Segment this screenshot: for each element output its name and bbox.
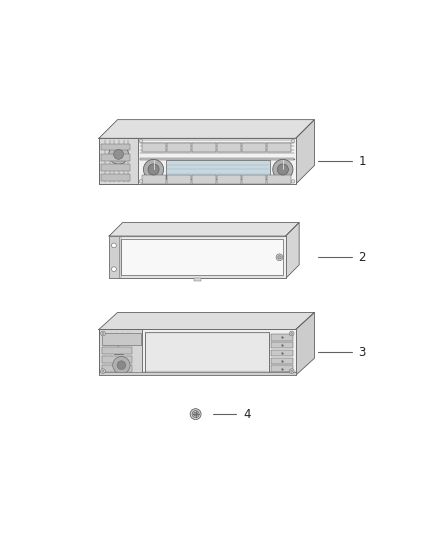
Circle shape — [194, 412, 198, 416]
Circle shape — [112, 267, 117, 271]
Circle shape — [101, 369, 105, 374]
Circle shape — [102, 370, 104, 372]
Bar — [271, 358, 293, 364]
Circle shape — [277, 164, 288, 175]
Bar — [271, 366, 293, 372]
Bar — [271, 350, 293, 356]
Circle shape — [276, 254, 283, 261]
Bar — [167, 175, 191, 184]
Bar — [192, 175, 216, 184]
Polygon shape — [296, 312, 314, 375]
Polygon shape — [99, 119, 314, 138]
Bar — [102, 347, 132, 353]
Bar — [99, 329, 142, 375]
Bar — [102, 356, 132, 362]
Circle shape — [109, 144, 128, 164]
Bar — [121, 239, 283, 275]
Circle shape — [278, 256, 281, 259]
Circle shape — [117, 361, 126, 369]
Bar — [242, 143, 266, 151]
Text: 1: 1 — [359, 155, 366, 168]
Bar — [267, 175, 291, 184]
Bar — [141, 175, 166, 184]
Polygon shape — [114, 346, 123, 353]
Text: 3: 3 — [359, 346, 366, 359]
Bar — [101, 174, 131, 181]
Bar — [99, 329, 296, 375]
Circle shape — [290, 369, 294, 374]
Polygon shape — [296, 119, 314, 184]
Bar — [99, 372, 296, 375]
Circle shape — [113, 149, 124, 159]
Bar — [167, 143, 191, 151]
Bar — [242, 175, 266, 184]
Bar — [101, 143, 131, 150]
Polygon shape — [286, 222, 299, 279]
Circle shape — [291, 180, 295, 183]
Bar — [101, 154, 131, 160]
Circle shape — [192, 410, 199, 418]
Circle shape — [112, 243, 117, 248]
Circle shape — [144, 159, 164, 180]
Text: 4: 4 — [243, 408, 251, 421]
Circle shape — [291, 370, 293, 372]
Circle shape — [273, 159, 293, 180]
Bar — [102, 366, 132, 372]
Bar — [145, 332, 269, 373]
Polygon shape — [99, 312, 314, 329]
Circle shape — [148, 164, 159, 175]
Bar — [271, 342, 293, 349]
Bar — [194, 279, 201, 281]
Bar — [101, 164, 131, 171]
Circle shape — [113, 357, 130, 374]
Bar — [166, 160, 270, 179]
Circle shape — [139, 180, 143, 183]
Circle shape — [101, 331, 105, 336]
Circle shape — [102, 333, 104, 335]
Bar — [217, 143, 241, 151]
Circle shape — [290, 331, 294, 336]
Circle shape — [190, 409, 201, 419]
Bar — [217, 175, 241, 184]
Bar — [99, 138, 296, 184]
Bar — [140, 158, 294, 160]
Bar — [99, 138, 138, 184]
Circle shape — [291, 139, 295, 143]
Bar — [141, 143, 166, 151]
Bar — [102, 333, 141, 345]
Bar — [109, 236, 286, 279]
Bar — [267, 143, 291, 151]
Bar — [109, 236, 119, 279]
Circle shape — [291, 333, 293, 335]
Bar — [192, 143, 216, 151]
Bar — [271, 334, 293, 341]
Polygon shape — [109, 222, 299, 236]
Circle shape — [139, 139, 143, 143]
Text: 2: 2 — [359, 251, 366, 264]
